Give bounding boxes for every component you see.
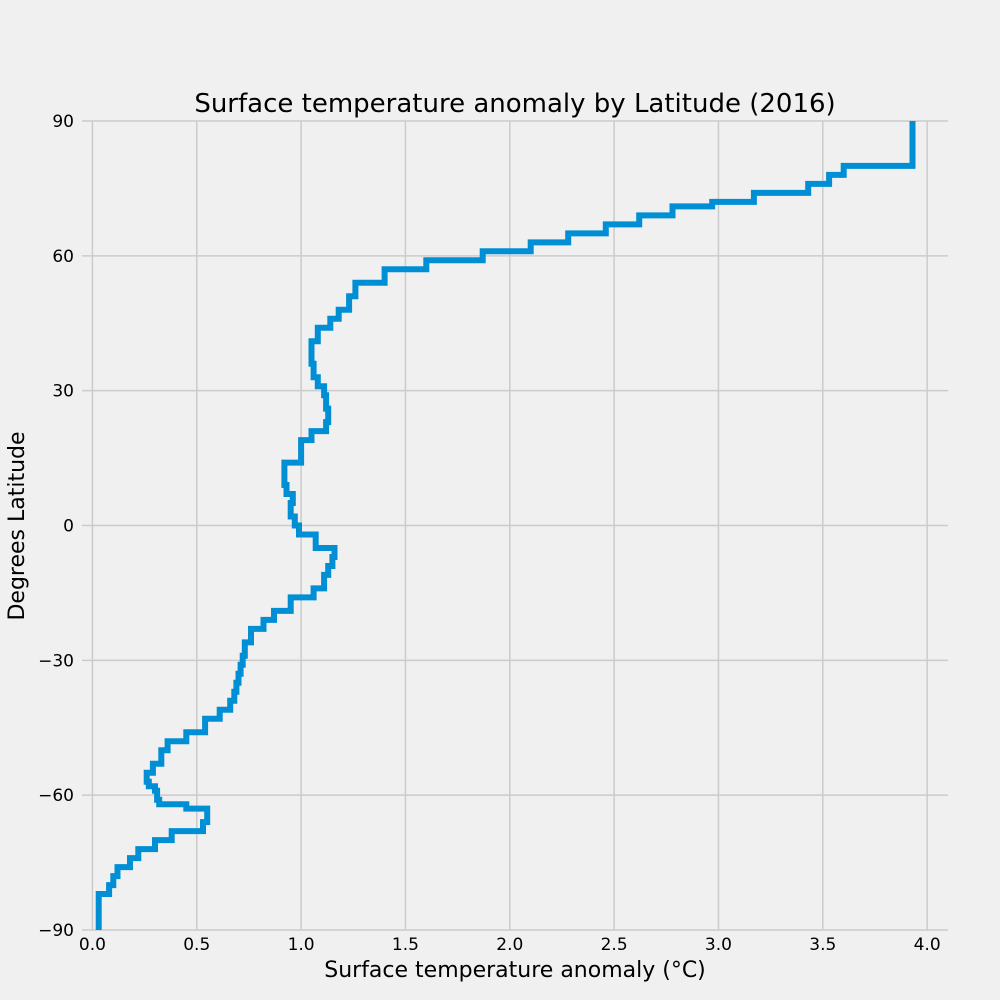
x-tick-label: 2.5	[601, 935, 628, 955]
x-tick-label: 0.0	[79, 935, 106, 955]
x-tick-label: 0.5	[183, 935, 210, 955]
y-tick-label: 0	[63, 517, 74, 537]
grid-lines	[82, 120, 948, 931]
y-tick-label: −90	[38, 921, 74, 941]
x-tick-label: 1.5	[392, 935, 419, 955]
x-tick-label: 3.5	[809, 935, 836, 955]
x-axis-ticks: 0.0 0.5 1.0 1.5 2.0 2.5 3.0 3.5 4.0	[79, 935, 941, 955]
x-tick-label: 2.0	[496, 935, 523, 955]
y-tick-label: −60	[38, 786, 74, 806]
chart-title: Surface temperature anomaly by Latitude …	[194, 89, 835, 119]
y-tick-label: −30	[38, 651, 74, 671]
series-line	[95, 121, 916, 930]
y-axis-ticks: −90 −60 −30 0 30 60 90	[38, 112, 74, 941]
x-axis-label: Surface temperature anomaly (°C)	[324, 958, 706, 983]
y-axis-label: Degrees Latitude	[5, 431, 30, 620]
series-layer	[95, 121, 916, 930]
x-tick-label: 1.0	[288, 935, 315, 955]
y-tick-label: 60	[52, 247, 74, 267]
y-tick-label: 90	[52, 112, 74, 132]
y-tick-label: 30	[52, 382, 74, 402]
x-tick-label: 3.0	[705, 935, 732, 955]
x-tick-label: 4.0	[914, 935, 941, 955]
